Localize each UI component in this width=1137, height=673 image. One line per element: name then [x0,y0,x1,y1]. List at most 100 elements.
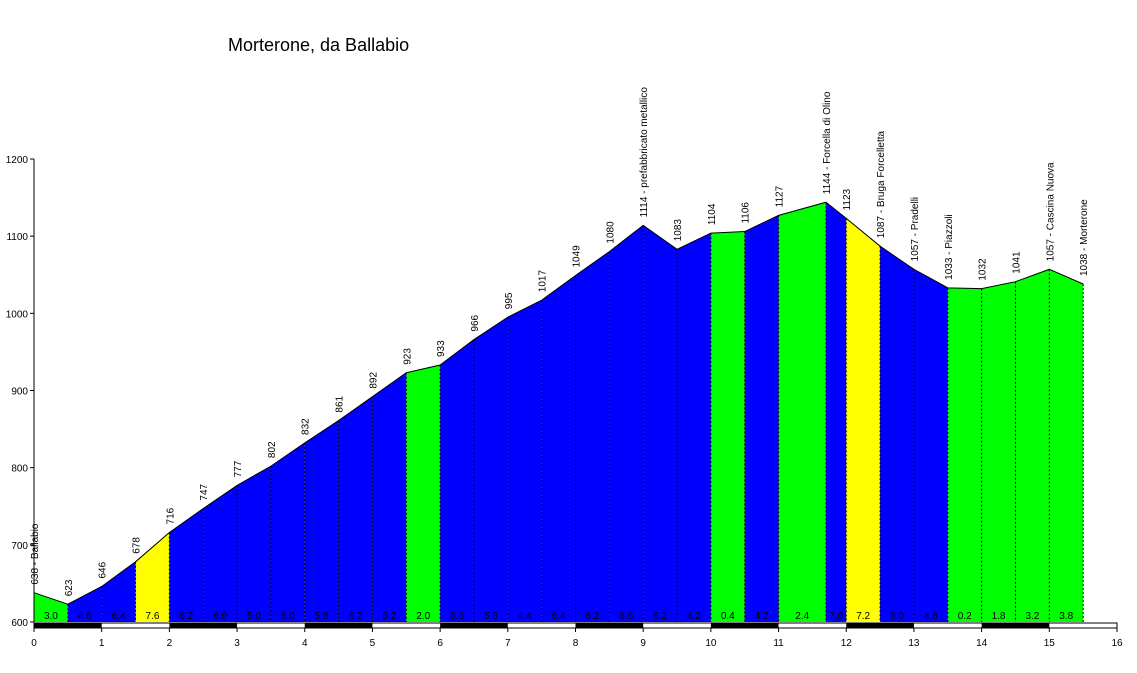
gradient-segment [237,466,271,622]
gradient-segment [541,275,576,622]
gradient-segment [67,586,102,622]
elevation-label: 1114 - prefabbricato metallico [639,87,650,218]
gradient-label: 7.0 [829,611,843,622]
segment-divider-lines [33,202,1084,622]
x-tick-label: 11 [773,638,784,649]
scale-bar-km [981,623,1050,628]
gradient-label: 6.2 [585,611,599,622]
chart-title: Morterone, da Ballabio [228,35,409,55]
gradient-label: 1.8 [992,611,1006,622]
gradient-label: 6.4 [552,611,566,622]
x-tick-label: 15 [1044,638,1056,649]
gradient-segment [507,300,542,622]
elevation-label: 777 [233,460,244,477]
gradient-segment [270,442,305,622]
gradient-segment [677,233,711,622]
scale-bar-km [440,623,508,628]
gradient-segment [825,202,847,623]
scale-bar-km [575,623,644,628]
gradient-segment [304,420,339,622]
x-tick-label: 0 [31,638,37,649]
gradient-label: 6.0 [890,611,904,622]
gradient-label: 3.2 [1025,611,1039,622]
elevation-label: 1038 - Morterone [1079,199,1090,276]
scale-bar-km [846,623,914,628]
x-tick-label: 12 [841,638,853,649]
gradient-label: 5.8 [484,611,498,622]
gradient-segment [778,202,826,623]
gradient-segment [947,287,982,622]
y-tick-label: 1200 [6,155,29,166]
scale-bar-km [169,623,238,628]
gradient-label: 4.4 [518,611,532,622]
gradient-label: 0.4 [721,611,735,622]
x-tick-label: 8 [573,638,579,649]
gradient-label: 4.6 [78,611,92,622]
gradient-label: 0.2 [958,611,972,622]
gradient-label: 3.0 [44,611,58,622]
gradient-segment [981,281,1016,622]
gradient-label: 7.6 [146,611,160,622]
elevation-label: 646 [98,561,109,578]
elevation-label: 678 [132,537,143,554]
x-tick-label: 9 [640,638,646,649]
gradient-segment [643,225,678,622]
x-tick-label: 5 [370,638,376,649]
elevation-label: 1087 - Bruga Forcelletta [876,130,887,238]
elevation-label: 966 [470,314,481,331]
gradient-segment [101,561,136,622]
elevation-label: 1057 - Cascina Nuova [1045,162,1056,261]
gradient-segment [203,485,238,622]
elevation-label: 832 [301,418,312,435]
x-tick-label: 4 [302,638,308,649]
gradient-segment [1015,269,1050,622]
y-tick-label: 1100 [6,232,28,243]
gradient-segment [913,269,948,622]
elevation-label: 933 [436,340,447,357]
gradient-segment [473,317,508,622]
elevation-label: 1123 [842,188,853,210]
elevation-label: 1083 [673,219,684,242]
y-tick-label: 800 [11,464,28,475]
gradient-label: 3.8 [1059,611,1073,622]
gradient-segment [406,365,441,622]
elevation-label: 1041 [1011,251,1022,274]
elevation-label: 1017 [538,270,549,293]
x-tick-label: 1 [99,638,105,649]
gradient-label: 4.2 [755,611,769,622]
elevation-label: 1057 - Pradelli [910,197,921,261]
gradient-label: 4.8 [924,611,938,622]
gradient-label: 2.0 [416,611,430,622]
elevation-label: 1106 [741,202,752,224]
elevation-label: 1080 [605,221,616,244]
gradient-labels: 3.0 4.6 6.4 7.6 6.2 6.0 5.0 6.0 5.8 6.2 6.2 2.0 6.6 5… [44,611,1074,622]
elevation-label: 1032 [978,258,989,281]
elevation-label: 1033 - Piazzoli [944,214,955,280]
elevation-point-labels: 638 - Ballabio 623 646 678 716 747 777 802 832 86… [30,87,1090,597]
gradient-label: 5.0 [247,611,261,622]
elevation-label: 1144 - Forcella di Olino [822,91,833,194]
gradient-segment [744,215,779,622]
elevation-label: 892 [368,372,379,389]
elevation-label: 861 [335,395,346,412]
gradient-label: 6.0 [213,611,227,622]
gradient-segment [710,231,745,622]
y-tick-label: 700 [11,541,28,552]
elevation-outline [33,201,1084,605]
gradient-label: 7.2 [856,611,870,622]
scale-bar-km [304,623,373,628]
y-tick-label: 900 [11,387,28,398]
elevation-label: 747 [199,483,210,500]
elevation-label: 802 [267,441,278,458]
x-tick-label: 7 [505,638,511,649]
gradient-segment [372,372,407,622]
gradient-segment [169,508,204,622]
x-tick-label: 6 [437,638,443,649]
gradient-segment [34,592,68,622]
gradient-label: 6.8 [619,611,633,622]
x-tick-label: 14 [976,638,988,649]
gradient-segment [440,339,474,622]
gradient-segment [1049,269,1084,622]
